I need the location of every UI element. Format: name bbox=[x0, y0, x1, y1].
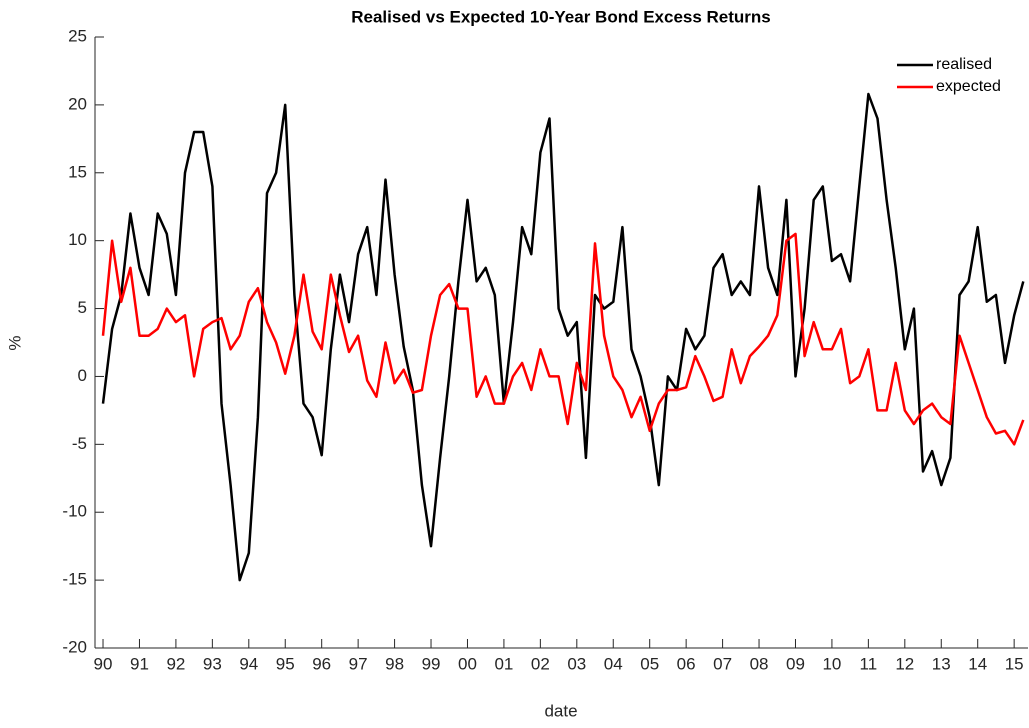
x-tick-label: 04 bbox=[604, 654, 623, 673]
x-tick-label: 95 bbox=[276, 654, 295, 673]
y-tick-label: -15 bbox=[62, 570, 87, 589]
y-axis-label: % bbox=[5, 335, 24, 350]
x-tick-label: 94 bbox=[239, 654, 258, 673]
line-series bbox=[101, 232, 1025, 446]
x-tick-label: 91 bbox=[130, 654, 149, 673]
legend-label: expected bbox=[936, 78, 1001, 95]
x-tick-label: 13 bbox=[932, 654, 951, 673]
y-tick-label: 25 bbox=[68, 26, 87, 45]
x-tick-label: 93 bbox=[203, 654, 222, 673]
x-tick-label: 92 bbox=[166, 654, 185, 673]
x-tick-label: 90 bbox=[94, 654, 113, 673]
x-tick-label: 96 bbox=[312, 654, 331, 673]
x-tick-label: 01 bbox=[494, 654, 513, 673]
legend-label: realised bbox=[936, 56, 992, 73]
line-series bbox=[101, 92, 1025, 582]
chart-title: Realised vs Expected 10-Year Bond Excess… bbox=[351, 7, 771, 26]
y-tick-label: 15 bbox=[68, 162, 87, 181]
x-tick-label: 00 bbox=[458, 654, 477, 673]
x-tick-label: 14 bbox=[968, 654, 987, 673]
y-tick-label: -20 bbox=[62, 637, 87, 656]
x-tick-label: 05 bbox=[640, 654, 659, 673]
x-tick-label: 09 bbox=[786, 654, 805, 673]
x-tick-label: 07 bbox=[713, 654, 732, 673]
y-tick-label: -5 bbox=[72, 434, 87, 453]
x-tick-label: 12 bbox=[895, 654, 914, 673]
x-tick-label: 08 bbox=[750, 654, 769, 673]
x-tick-label: 06 bbox=[677, 654, 696, 673]
x-axis-label: date bbox=[544, 701, 577, 720]
x-tick-label: 98 bbox=[385, 654, 404, 673]
x-tick-label: 97 bbox=[349, 654, 368, 673]
y-tick-label: 5 bbox=[78, 298, 87, 317]
x-tick-label: 11 bbox=[860, 654, 878, 673]
x-tick-label: 10 bbox=[822, 654, 841, 673]
x-tick-label: 03 bbox=[567, 654, 586, 673]
y-tick-label: 10 bbox=[68, 230, 87, 249]
x-tick-label: 99 bbox=[422, 654, 441, 673]
y-tick-label: 0 bbox=[78, 366, 87, 385]
y-tick-label: -10 bbox=[62, 502, 87, 521]
y-tick-label: 20 bbox=[68, 94, 87, 113]
x-tick-label: 15 bbox=[1005, 654, 1024, 673]
x-tick-label: 02 bbox=[531, 654, 550, 673]
